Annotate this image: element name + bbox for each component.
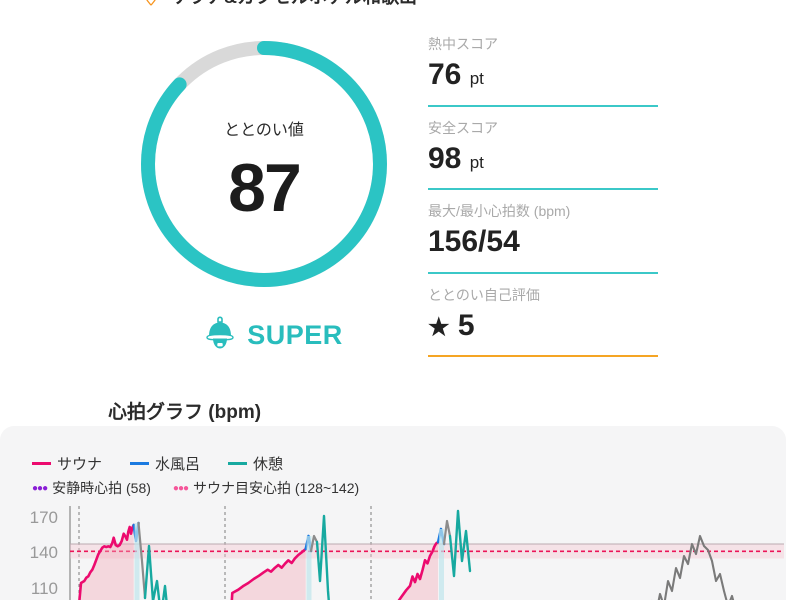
svg-text:110: 110 — [31, 579, 58, 598]
svg-text:140: 140 — [30, 543, 58, 562]
svg-text:170: 170 — [30, 508, 58, 527]
